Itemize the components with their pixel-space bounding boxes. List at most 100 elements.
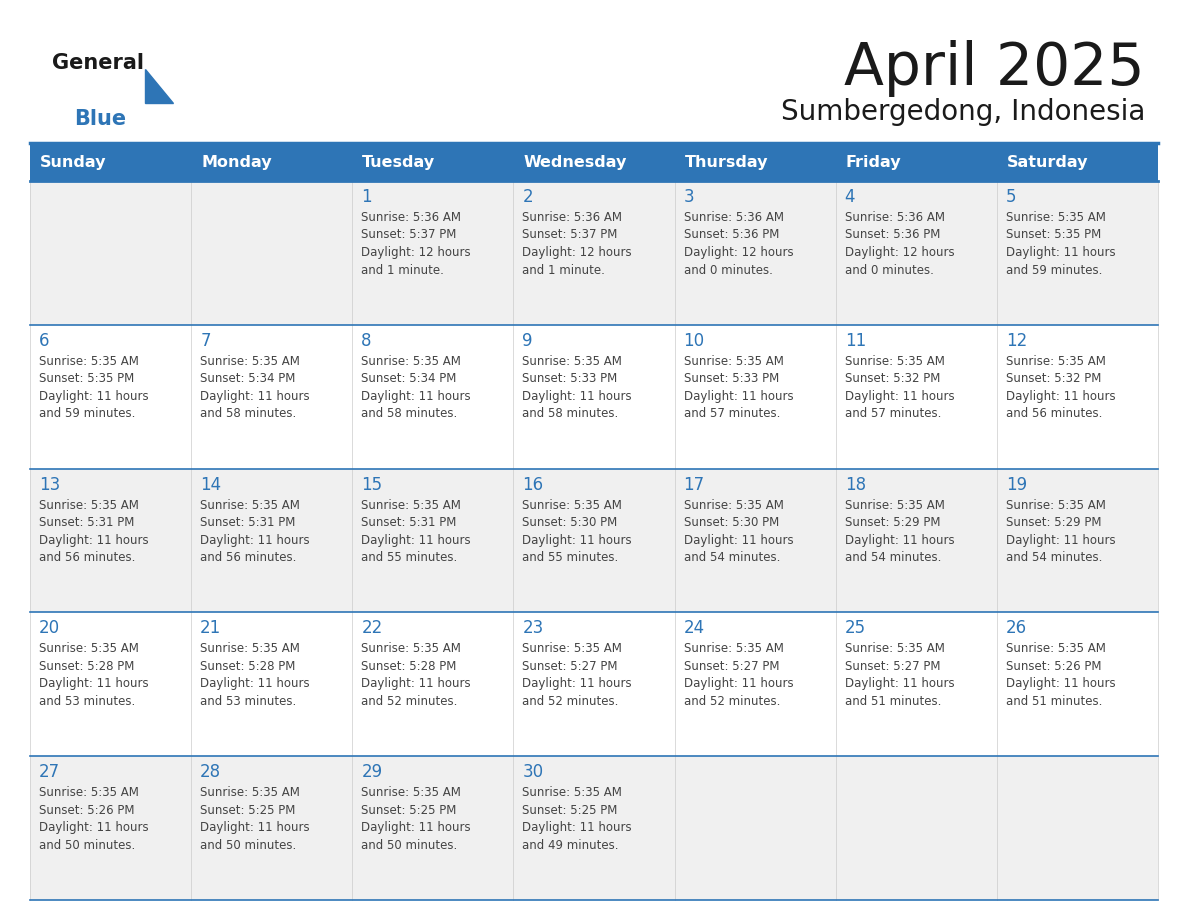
Bar xyxy=(513,325,675,468)
Text: Sunrise: 5:35 AM
Sunset: 5:34 PM
Daylight: 11 hours
and 58 minutes.: Sunrise: 5:35 AM Sunset: 5:34 PM Dayligh… xyxy=(200,354,310,420)
Bar xyxy=(675,143,835,181)
Bar xyxy=(191,612,353,756)
Text: 17: 17 xyxy=(683,476,704,494)
Bar xyxy=(513,468,675,612)
Bar xyxy=(675,181,835,325)
Text: Blue: Blue xyxy=(74,109,126,129)
Bar xyxy=(30,756,191,900)
Bar xyxy=(997,756,1158,900)
Text: Sunrise: 5:35 AM
Sunset: 5:25 PM
Daylight: 11 hours
and 50 minutes.: Sunrise: 5:35 AM Sunset: 5:25 PM Dayligh… xyxy=(200,786,310,852)
Bar xyxy=(353,325,513,468)
Text: Sunrise: 5:35 AM
Sunset: 5:32 PM
Daylight: 11 hours
and 57 minutes.: Sunrise: 5:35 AM Sunset: 5:32 PM Dayligh… xyxy=(845,354,954,420)
Text: Sunrise: 5:36 AM
Sunset: 5:37 PM
Daylight: 12 hours
and 1 minute.: Sunrise: 5:36 AM Sunset: 5:37 PM Dayligh… xyxy=(361,211,470,276)
Bar xyxy=(997,143,1158,181)
Bar xyxy=(30,612,191,756)
Text: 16: 16 xyxy=(523,476,544,494)
Bar xyxy=(30,325,191,468)
Bar xyxy=(191,325,353,468)
Bar xyxy=(675,468,835,612)
Bar xyxy=(997,612,1158,756)
Bar xyxy=(353,612,513,756)
Text: 29: 29 xyxy=(361,763,383,781)
Bar xyxy=(835,181,997,325)
Text: Sunrise: 5:35 AM
Sunset: 5:30 PM
Daylight: 11 hours
and 55 minutes.: Sunrise: 5:35 AM Sunset: 5:30 PM Dayligh… xyxy=(523,498,632,564)
Text: Sunrise: 5:35 AM
Sunset: 5:25 PM
Daylight: 11 hours
and 49 minutes.: Sunrise: 5:35 AM Sunset: 5:25 PM Dayligh… xyxy=(523,786,632,852)
Text: Sunrise: 5:35 AM
Sunset: 5:35 PM
Daylight: 11 hours
and 59 minutes.: Sunrise: 5:35 AM Sunset: 5:35 PM Dayligh… xyxy=(1006,211,1116,276)
Text: 25: 25 xyxy=(845,620,866,637)
Text: Thursday: Thursday xyxy=(684,154,769,170)
Text: April 2025: April 2025 xyxy=(845,40,1145,97)
Text: 23: 23 xyxy=(523,620,544,637)
Text: 21: 21 xyxy=(200,620,221,637)
Text: Sunrise: 5:35 AM
Sunset: 5:25 PM
Daylight: 11 hours
and 50 minutes.: Sunrise: 5:35 AM Sunset: 5:25 PM Dayligh… xyxy=(361,786,470,852)
Text: Sunrise: 5:35 AM
Sunset: 5:28 PM
Daylight: 11 hours
and 53 minutes.: Sunrise: 5:35 AM Sunset: 5:28 PM Dayligh… xyxy=(39,643,148,708)
Bar xyxy=(191,756,353,900)
Text: 30: 30 xyxy=(523,763,544,781)
Text: 18: 18 xyxy=(845,476,866,494)
Text: Sunrise: 5:35 AM
Sunset: 5:27 PM
Daylight: 11 hours
and 51 minutes.: Sunrise: 5:35 AM Sunset: 5:27 PM Dayligh… xyxy=(845,643,954,708)
Text: 4: 4 xyxy=(845,188,855,206)
Text: 5: 5 xyxy=(1006,188,1017,206)
Text: Sunrise: 5:35 AM
Sunset: 5:26 PM
Daylight: 11 hours
and 50 minutes.: Sunrise: 5:35 AM Sunset: 5:26 PM Dayligh… xyxy=(39,786,148,852)
Text: Sunrise: 5:36 AM
Sunset: 5:36 PM
Daylight: 12 hours
and 0 minutes.: Sunrise: 5:36 AM Sunset: 5:36 PM Dayligh… xyxy=(845,211,954,276)
Bar xyxy=(513,612,675,756)
Text: 14: 14 xyxy=(200,476,221,494)
Text: 7: 7 xyxy=(200,331,210,350)
Bar xyxy=(191,143,353,181)
Text: 27: 27 xyxy=(39,763,61,781)
Text: Sunrise: 5:35 AM
Sunset: 5:27 PM
Daylight: 11 hours
and 52 minutes.: Sunrise: 5:35 AM Sunset: 5:27 PM Dayligh… xyxy=(523,643,632,708)
Text: 22: 22 xyxy=(361,620,383,637)
Text: Sumbergedong, Indonesia: Sumbergedong, Indonesia xyxy=(781,98,1145,126)
Text: 11: 11 xyxy=(845,331,866,350)
Text: Sunrise: 5:35 AM
Sunset: 5:31 PM
Daylight: 11 hours
and 55 minutes.: Sunrise: 5:35 AM Sunset: 5:31 PM Dayligh… xyxy=(361,498,470,564)
Bar xyxy=(191,468,353,612)
Bar xyxy=(353,143,513,181)
Text: 10: 10 xyxy=(683,331,704,350)
Text: Friday: Friday xyxy=(846,154,902,170)
Text: Sunrise: 5:35 AM
Sunset: 5:32 PM
Daylight: 11 hours
and 56 minutes.: Sunrise: 5:35 AM Sunset: 5:32 PM Dayligh… xyxy=(1006,354,1116,420)
Text: Sunrise: 5:35 AM
Sunset: 5:30 PM
Daylight: 11 hours
and 54 minutes.: Sunrise: 5:35 AM Sunset: 5:30 PM Dayligh… xyxy=(683,498,794,564)
Text: Sunrise: 5:35 AM
Sunset: 5:33 PM
Daylight: 11 hours
and 58 minutes.: Sunrise: 5:35 AM Sunset: 5:33 PM Dayligh… xyxy=(523,354,632,420)
Bar xyxy=(835,612,997,756)
Bar xyxy=(513,756,675,900)
Bar xyxy=(353,181,513,325)
Bar xyxy=(997,325,1158,468)
Text: Sunrise: 5:35 AM
Sunset: 5:31 PM
Daylight: 11 hours
and 56 minutes.: Sunrise: 5:35 AM Sunset: 5:31 PM Dayligh… xyxy=(200,498,310,564)
Text: 13: 13 xyxy=(39,476,61,494)
Text: Sunrise: 5:35 AM
Sunset: 5:29 PM
Daylight: 11 hours
and 54 minutes.: Sunrise: 5:35 AM Sunset: 5:29 PM Dayligh… xyxy=(1006,498,1116,564)
Text: Sunday: Sunday xyxy=(40,154,107,170)
Text: 24: 24 xyxy=(683,620,704,637)
Polygon shape xyxy=(145,69,173,103)
Text: Sunrise: 5:35 AM
Sunset: 5:26 PM
Daylight: 11 hours
and 51 minutes.: Sunrise: 5:35 AM Sunset: 5:26 PM Dayligh… xyxy=(1006,643,1116,708)
Bar xyxy=(835,468,997,612)
Bar xyxy=(353,756,513,900)
Bar xyxy=(675,612,835,756)
Text: 8: 8 xyxy=(361,331,372,350)
Text: Sunrise: 5:35 AM
Sunset: 5:34 PM
Daylight: 11 hours
and 58 minutes.: Sunrise: 5:35 AM Sunset: 5:34 PM Dayligh… xyxy=(361,354,470,420)
Text: Sunrise: 5:35 AM
Sunset: 5:27 PM
Daylight: 11 hours
and 52 minutes.: Sunrise: 5:35 AM Sunset: 5:27 PM Dayligh… xyxy=(683,643,794,708)
Bar xyxy=(30,468,191,612)
Bar xyxy=(835,143,997,181)
Text: 20: 20 xyxy=(39,620,61,637)
Text: 9: 9 xyxy=(523,331,533,350)
Text: Sunrise: 5:35 AM
Sunset: 5:35 PM
Daylight: 11 hours
and 59 minutes.: Sunrise: 5:35 AM Sunset: 5:35 PM Dayligh… xyxy=(39,354,148,420)
Bar xyxy=(835,756,997,900)
Text: Saturday: Saturday xyxy=(1007,154,1088,170)
Text: 3: 3 xyxy=(683,188,694,206)
Text: Sunrise: 5:36 AM
Sunset: 5:36 PM
Daylight: 12 hours
and 0 minutes.: Sunrise: 5:36 AM Sunset: 5:36 PM Dayligh… xyxy=(683,211,794,276)
Bar xyxy=(353,468,513,612)
Bar xyxy=(191,181,353,325)
Bar xyxy=(675,325,835,468)
Bar xyxy=(30,143,191,181)
Bar xyxy=(997,181,1158,325)
Text: Sunrise: 5:35 AM
Sunset: 5:33 PM
Daylight: 11 hours
and 57 minutes.: Sunrise: 5:35 AM Sunset: 5:33 PM Dayligh… xyxy=(683,354,794,420)
Text: 12: 12 xyxy=(1006,331,1028,350)
Text: 26: 26 xyxy=(1006,620,1026,637)
Text: Sunrise: 5:36 AM
Sunset: 5:37 PM
Daylight: 12 hours
and 1 minute.: Sunrise: 5:36 AM Sunset: 5:37 PM Dayligh… xyxy=(523,211,632,276)
Text: Sunrise: 5:35 AM
Sunset: 5:28 PM
Daylight: 11 hours
and 52 minutes.: Sunrise: 5:35 AM Sunset: 5:28 PM Dayligh… xyxy=(361,643,470,708)
Text: 15: 15 xyxy=(361,476,383,494)
Text: General: General xyxy=(52,53,144,73)
Text: Sunrise: 5:35 AM
Sunset: 5:31 PM
Daylight: 11 hours
and 56 minutes.: Sunrise: 5:35 AM Sunset: 5:31 PM Dayligh… xyxy=(39,498,148,564)
Bar xyxy=(835,325,997,468)
Text: 6: 6 xyxy=(39,331,50,350)
